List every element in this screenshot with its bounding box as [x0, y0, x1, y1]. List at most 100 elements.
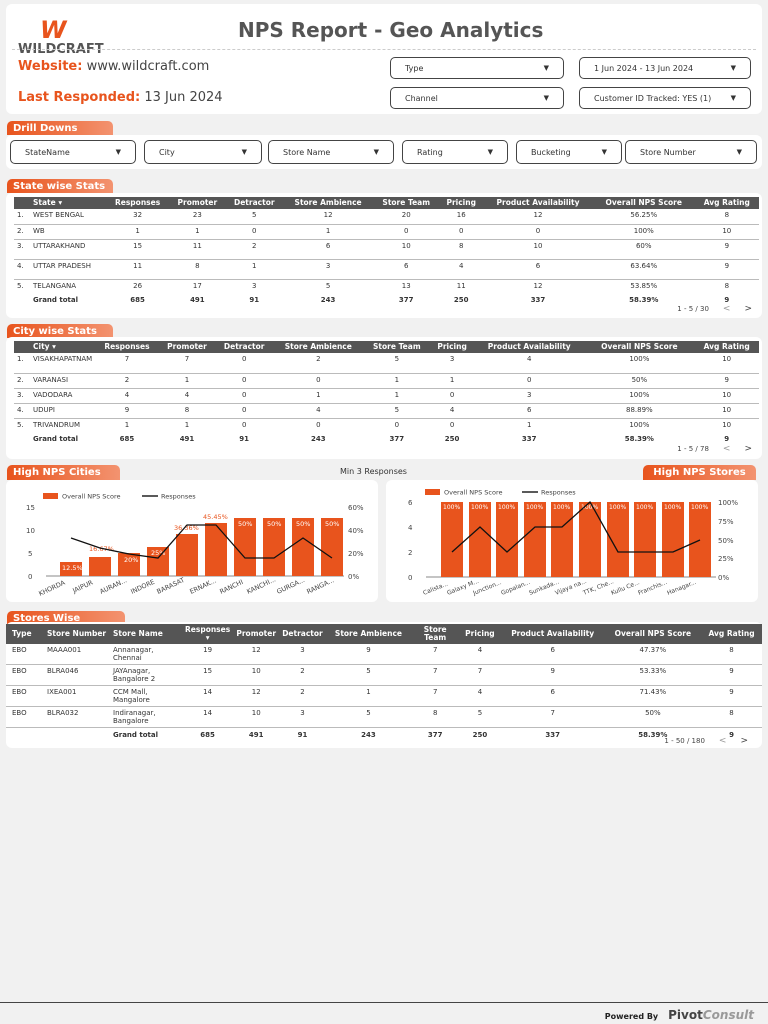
- table-row[interactable]: 4. UTTAR PRADESH 11 8 1 3 6 4 6 63.64% 9: [14, 259, 759, 280]
- cell: 9: [724, 296, 730, 304]
- x-label: Gopalan...: [500, 579, 531, 597]
- col-type[interactable]: Type: [6, 624, 44, 644]
- col-nps-score[interactable]: Overall NPS Score: [592, 197, 695, 209]
- legend-bar-label: Overall NPS Score: [444, 489, 502, 497]
- next-page-icon[interactable]: >: [744, 444, 752, 454]
- cell: 685: [119, 435, 135, 443]
- col-store-ambience[interactable]: Store Ambience: [283, 197, 374, 209]
- prev-page-icon[interactable]: <: [718, 736, 727, 746]
- cell: 1: [184, 420, 190, 429]
- col-product-availability[interactable]: Product Availability: [500, 624, 605, 644]
- cell: 5: [363, 353, 431, 374]
- drilldown-label: Store Number: [640, 148, 696, 157]
- col-store-team[interactable]: Store Team: [373, 197, 440, 209]
- col-avg-rating[interactable]: Avg Rating: [701, 624, 762, 644]
- col-responses[interactable]: Responses: [106, 197, 170, 209]
- min-responses-note: Min 3 Responses: [340, 467, 407, 476]
- col-store-number[interactable]: Store Number: [44, 624, 110, 644]
- col-product-availability[interactable]: Product Availability: [483, 197, 593, 209]
- next-page-icon[interactable]: >: [740, 736, 748, 746]
- table-row[interactable]: 4. UDUPI 9 8 0 4 5 4 6 88.89% 10: [14, 403, 759, 419]
- table-row[interactable]: 5. TELANGANA 26 17 3 5 13 11 12 53.85% 8: [14, 279, 759, 294]
- cell: 4.: [14, 259, 30, 280]
- cell: 4: [459, 685, 501, 707]
- bar-value-labels: 100% 100% 100% 100% 100% 100% 100% 100% …: [443, 504, 708, 511]
- cell: 63.64%: [592, 259, 695, 280]
- table-row[interactable]: 3. UTTARAKHAND 15 11 2 6 10 8 10 60% 9: [14, 239, 759, 260]
- col-responses[interactable]: Responses: [95, 341, 159, 353]
- drilldown-city[interactable]: City ▼: [144, 140, 262, 164]
- col-avg-rating[interactable]: Avg Rating: [694, 341, 759, 353]
- table-row[interactable]: 1. VISAKHAPATNAM 7 7 0 2 5 3 4 100% 10: [14, 353, 759, 374]
- cell: 0: [215, 353, 274, 374]
- dropdown-caret-icon: ▼: [736, 148, 742, 156]
- cell: TELANGANA: [33, 281, 77, 290]
- col-promoter[interactable]: Promoter: [169, 197, 226, 209]
- col-store-ambience[interactable]: Store Ambience: [273, 341, 364, 353]
- col-pricing[interactable]: Pricing: [439, 197, 484, 209]
- channel-filter[interactable]: Channel ▼: [390, 87, 564, 109]
- cell: 7: [95, 353, 159, 374]
- date-range-filter[interactable]: 1 Jun 2024 - 13 Jun 2024 ▼: [579, 57, 751, 79]
- col-store-name[interactable]: Store Name: [110, 624, 182, 644]
- table-row[interactable]: 5. TRIVANDRUM 1 1 0 0 0 0 1 100% 10: [14, 418, 759, 433]
- cell: 4: [459, 644, 501, 665]
- drilldown-store-name[interactable]: Store Name ▼: [268, 140, 394, 164]
- table-row[interactable]: EBO BLRA046 JAYAnagar, Bangalore 2 15 10 2 5 7 7…: [6, 664, 762, 686]
- bar-label: 100%: [526, 504, 543, 511]
- col-avg-rating[interactable]: Avg Rating: [694, 197, 759, 209]
- drilldown-store-number[interactable]: Store Number ▼: [625, 140, 757, 164]
- table-row[interactable]: 2. VARANASI 2 1 0 0 1 1 0 50% 9: [14, 373, 759, 389]
- tick: 0%: [718, 574, 729, 582]
- prev-page-icon[interactable]: <: [722, 444, 731, 454]
- cell: 0: [215, 373, 274, 389]
- last-responded-label: Last Responded:: [18, 90, 141, 105]
- drilldown-rating[interactable]: Rating ▼: [402, 140, 508, 164]
- next-page-icon[interactable]: >: [744, 304, 752, 314]
- drilldown-statename[interactable]: StateName ▼: [10, 140, 136, 164]
- dropdown-caret-icon: ▼: [373, 148, 379, 156]
- city-stats-table: City ▾ Responses Promoter Detractor Stor…: [14, 341, 759, 445]
- col-store-team[interactable]: Store Team: [411, 624, 460, 644]
- cell: EBO: [6, 685, 44, 707]
- drilldown-bucketing[interactable]: Bucketing ▼: [516, 140, 622, 164]
- col-store-team[interactable]: Store Team: [363, 341, 431, 353]
- table-row[interactable]: EBO BLRA032 Indiranagar, Bangalore 14 10 3 5 8 5…: [6, 706, 762, 728]
- col-store-ambience[interactable]: Store Ambience: [325, 624, 412, 644]
- col-responses[interactable]: Responses ▾: [182, 624, 234, 644]
- nps-bars: [441, 502, 711, 577]
- cell: 4: [95, 388, 159, 404]
- cell: 1: [169, 224, 226, 240]
- last-responded-info: Last Responded: 13 Jun 2024: [18, 90, 223, 105]
- col-index: [14, 197, 30, 209]
- col-detractor[interactable]: Detractor: [215, 341, 274, 353]
- col-city[interactable]: City ▾: [30, 341, 96, 353]
- cell: 5: [459, 706, 501, 728]
- table-row[interactable]: EBO MAAA001 Annanagar, Chennai 19 12 3 9 7 4 6 47.…: [6, 644, 762, 665]
- col-detractor[interactable]: Detractor: [279, 624, 326, 644]
- cell: Grand total: [113, 730, 158, 739]
- col-promoter[interactable]: Promoter: [158, 341, 216, 353]
- cell: 0: [241, 420, 247, 429]
- col-pricing[interactable]: Pricing: [459, 624, 501, 644]
- table-row[interactable]: 1. WEST BENGAL 32 23 5 12 20 16 12 56.25% 8: [14, 209, 759, 225]
- brand-part-a: Pivot: [668, 1008, 703, 1022]
- col-promoter[interactable]: Promoter: [233, 624, 280, 644]
- col-detractor[interactable]: Detractor: [225, 197, 283, 209]
- type-filter[interactable]: Type ▼: [390, 57, 564, 79]
- tick: 0: [408, 574, 412, 582]
- col-nps-score[interactable]: Overall NPS Score: [584, 341, 695, 353]
- table-row[interactable]: 2. WB 1 1 0 1 0 0 0 100% 10: [14, 224, 759, 240]
- drilldown-panel: StateName ▼ City ▼ Store Name ▼ Rating ▼ Buc…: [6, 135, 762, 169]
- table-row[interactable]: 3. VADODARA 4 4 0 1 1 0 3 100% 10: [14, 388, 759, 404]
- prev-page-icon[interactable]: <: [722, 304, 731, 314]
- cell: 17: [192, 281, 202, 290]
- col-nps-score[interactable]: Overall NPS Score: [604, 624, 702, 644]
- customer-id-filter[interactable]: Customer ID Tracked: YES (1) ▼: [579, 87, 751, 109]
- col-pricing[interactable]: Pricing: [430, 341, 475, 353]
- cell: 685: [130, 296, 145, 304]
- col-product-availability[interactable]: Product Availability: [474, 341, 585, 353]
- col-state[interactable]: State ▾: [30, 197, 106, 209]
- table-row[interactable]: EBO IXEA001 CCM Mall, Mangalore 14 12 2 1 7 4 6 71…: [6, 685, 762, 707]
- legend-bar-swatch-icon: [425, 489, 440, 495]
